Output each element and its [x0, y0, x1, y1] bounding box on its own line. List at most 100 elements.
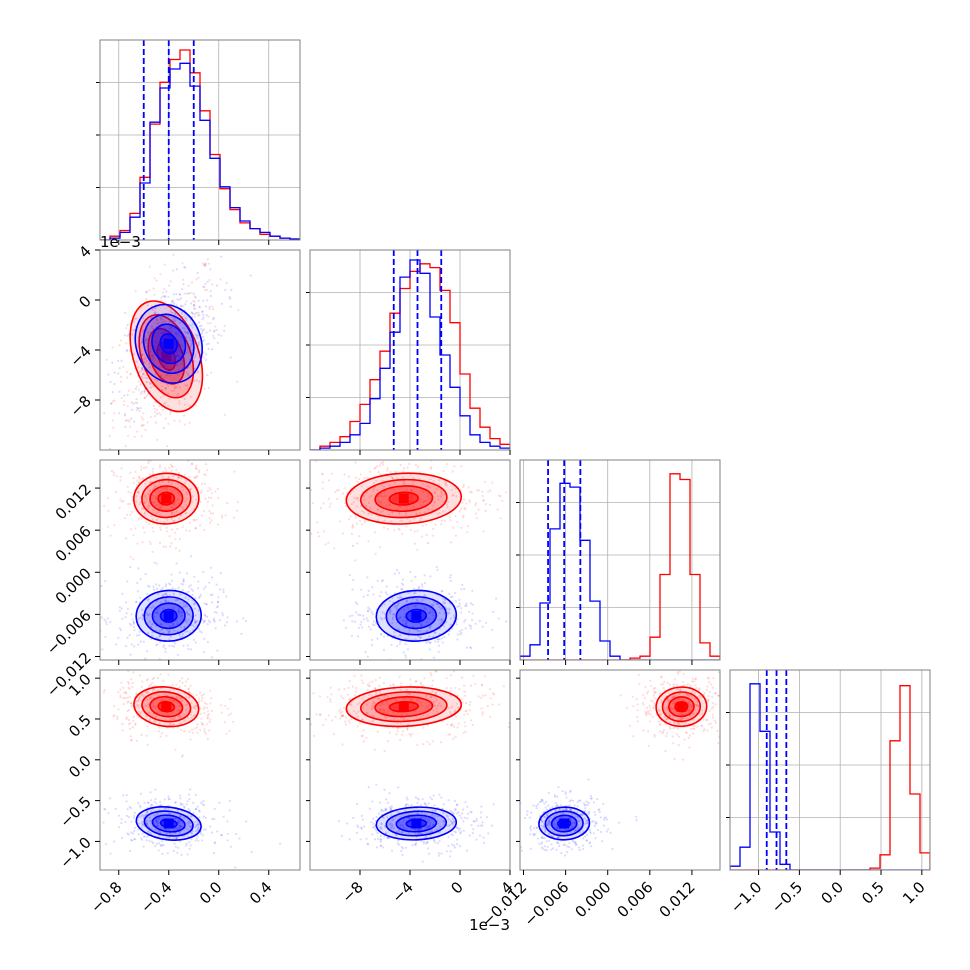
scatter-point [659, 730, 662, 733]
scatter-point [414, 828, 417, 831]
scatter-point [148, 334, 151, 337]
scatter-point [141, 618, 144, 621]
scatter-point [382, 816, 385, 819]
contour-level-3 [159, 333, 178, 355]
scatter-point [672, 695, 675, 698]
scatter-point [409, 683, 412, 686]
scatter-point [179, 824, 182, 827]
scatter-point [198, 380, 201, 383]
scatter-point [145, 381, 148, 384]
scatter-point [194, 614, 197, 617]
scatter-point [158, 722, 161, 725]
scatter-clip [102, 670, 282, 869]
scatter-point [149, 683, 152, 686]
scatter-point [360, 814, 363, 817]
scatter-point [619, 694, 622, 697]
scatter-point [122, 500, 125, 503]
scatter-point [206, 280, 209, 283]
scatter-point [520, 846, 523, 849]
scatter-point [454, 600, 457, 603]
scatter-point [185, 319, 188, 322]
scatter-point [157, 312, 160, 316]
scatter-point [168, 638, 171, 641]
contour-level-2 [395, 814, 438, 833]
scatter-point [465, 646, 468, 649]
scatter-point [112, 426, 115, 429]
scatter-point [109, 380, 112, 383]
scatter-point [203, 286, 206, 289]
scatter-point [133, 838, 136, 841]
scatter-point [322, 530, 325, 533]
scatter-point [188, 691, 191, 694]
scatter-point [175, 498, 178, 502]
scatter-point [187, 820, 190, 823]
scatter-point [648, 706, 651, 709]
scatter-point [149, 697, 152, 700]
scatter-point [379, 709, 382, 712]
scatter-point [381, 579, 384, 582]
scatter-point [168, 320, 171, 324]
scatter-point [394, 496, 397, 499]
scatter-point [154, 798, 157, 801]
scatter-point [163, 320, 166, 324]
scatter-point [138, 370, 142, 373]
scatter-point [178, 538, 181, 541]
scatter-point [371, 623, 374, 626]
density-peak [411, 610, 422, 621]
scatter-point [712, 705, 715, 708]
scatter-point [174, 355, 177, 358]
scatter-point [139, 478, 142, 481]
scatter-point [399, 688, 402, 691]
scatter-point [564, 792, 567, 795]
scatter-point [457, 827, 460, 830]
scatter-point [126, 334, 129, 337]
scatter-point [127, 502, 130, 506]
scatter-point [457, 811, 460, 814]
scatter-point [449, 694, 452, 697]
contour-level-1 [143, 810, 194, 837]
scatter-point [197, 580, 200, 583]
scatter-point [570, 848, 573, 851]
scatter-point [440, 618, 443, 621]
scatter-point [144, 339, 147, 342]
scatter-point [649, 679, 652, 682]
scatter-point [140, 367, 144, 370]
scatter-point [160, 588, 163, 591]
scatter-point [178, 321, 181, 324]
scatter-point [179, 704, 182, 707]
scatter-point [714, 719, 717, 722]
scatter-point [388, 513, 391, 516]
scatter-point [230, 288, 233, 291]
scatter-point [133, 811, 136, 815]
scatter-point [144, 342, 147, 345]
scatter-point [408, 732, 411, 736]
scatter-point [172, 592, 175, 596]
scatter-point [200, 491, 203, 494]
scatter-point [139, 578, 142, 581]
scatter-point [642, 703, 645, 706]
scatter-point [399, 738, 402, 741]
scatter-point [574, 841, 577, 844]
scatter-point [212, 318, 215, 321]
scatter-point [401, 520, 404, 523]
scatter-point [194, 621, 197, 624]
scatter-point [142, 823, 145, 826]
scatter-point [113, 382, 116, 386]
scatter-point [313, 734, 316, 737]
scatter-point [631, 695, 634, 698]
scatter-point [165, 363, 168, 366]
scatter-point [147, 711, 150, 714]
scatter-point [408, 520, 411, 523]
scatter-point [405, 525, 408, 528]
scatter-point [173, 642, 176, 645]
scatter-point [160, 332, 163, 335]
scatter-point [157, 842, 160, 845]
scatter-point [149, 805, 152, 808]
contour-level-2 [151, 323, 187, 365]
scatter-point [141, 680, 144, 683]
scatter-point [197, 825, 200, 828]
scatter-point [201, 262, 205, 265]
scatter-point [689, 710, 692, 713]
scatter-point [370, 610, 373, 614]
contour-level-2 [668, 696, 695, 718]
